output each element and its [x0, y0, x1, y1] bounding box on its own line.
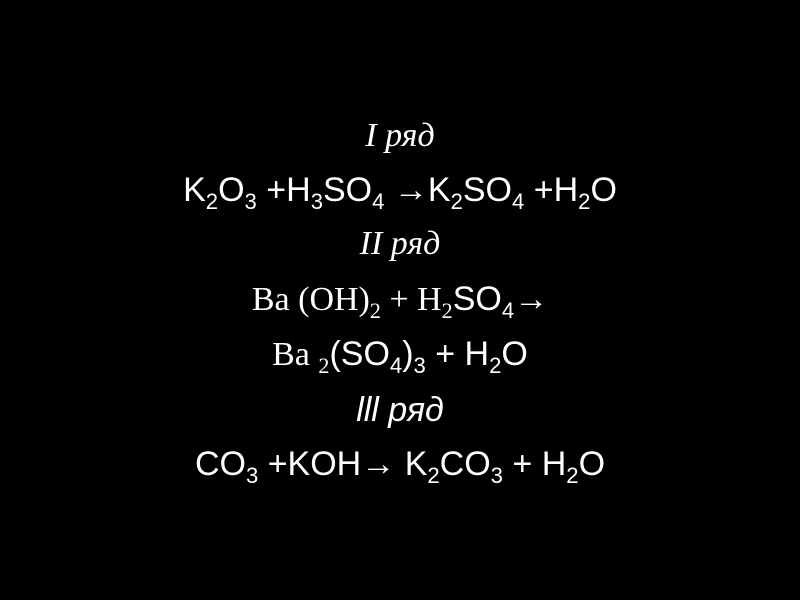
row1-equation: K2O3 +H3SO4 →K2SO4 +H2O: [40, 163, 760, 217]
arrow-icon: →: [361, 445, 404, 483]
slide-content: I ряд K2O3 +H3SO4 →K2SO4 +H2O II ряд Ba …: [0, 109, 800, 492]
row1-header: I ряд: [40, 109, 760, 163]
eq3-text: CO3 +KOH→ K2CO3 + H2O: [195, 445, 605, 483]
arrow-icon: →: [384, 171, 427, 209]
eq2b-text: Ba 2(SO4)3 + H2O: [272, 336, 528, 373]
eq1-text: K2O3 +H3SO4 →K2SO4 +H2O: [183, 171, 617, 209]
row2-header: II ряд: [40, 217, 760, 271]
row3-header: lll ряд: [40, 383, 760, 437]
row2-equation-line2: Ba 2(SO4)3 + H2O: [40, 327, 760, 382]
eq2a-text: Ba (OH)2 + H2SO4→: [252, 281, 548, 318]
row2-equation-line1: Ba (OH)2 + H2SO4→: [40, 272, 760, 327]
row3-equation: CO3 +KOH→ K2CO3 + H2O: [40, 437, 760, 491]
arrow-icon: →: [514, 280, 548, 318]
